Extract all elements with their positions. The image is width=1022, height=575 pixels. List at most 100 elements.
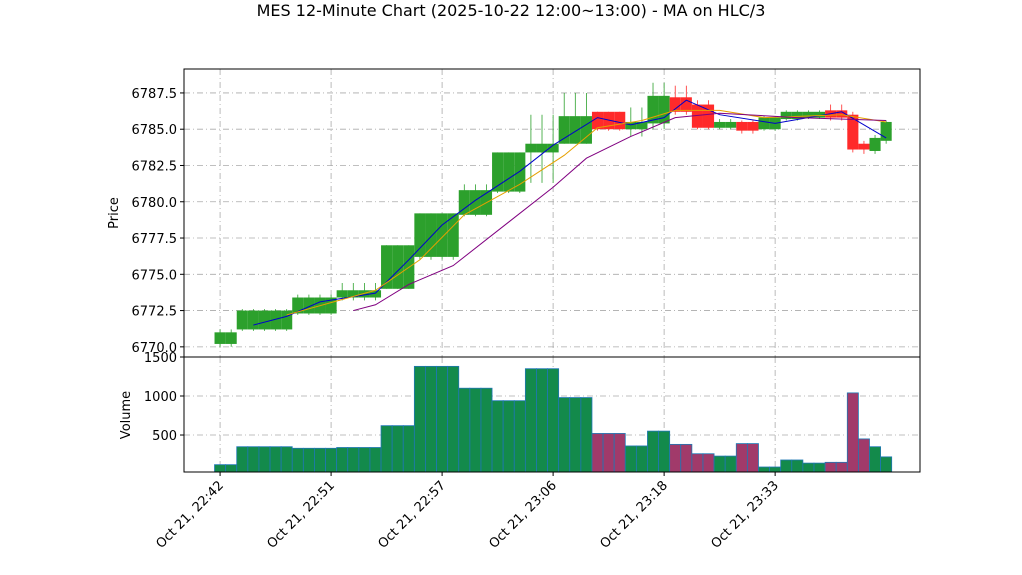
volume-bar [425, 365, 437, 473]
volume-bar [358, 447, 371, 473]
candle-body [236, 310, 248, 330]
volume-bar [769, 466, 782, 473]
volume-axis-label: Volume [119, 391, 134, 439]
volume-bar [813, 462, 826, 473]
ma-line [353, 112, 887, 312]
volume-bar [647, 430, 659, 473]
volume-bar [413, 365, 426, 473]
candle-body [447, 213, 459, 257]
volume-bar [746, 443, 759, 473]
candle-body [436, 213, 448, 257]
candle-body [325, 297, 337, 314]
candle-body [536, 143, 548, 153]
candle-body [680, 97, 692, 112]
candle-body [591, 111, 604, 130]
volume-bar [247, 446, 260, 473]
ma-line [286, 109, 887, 316]
y-tick-label: 6777.5 [132, 232, 178, 247]
volume-bar [536, 368, 548, 473]
volume-bar [325, 447, 338, 473]
candle-body [736, 121, 748, 131]
volume-bar [635, 445, 648, 473]
candle-body [791, 111, 803, 120]
volume-bar [391, 425, 404, 473]
candle-body [636, 121, 648, 130]
volume-bar [824, 461, 837, 473]
volume-bar [336, 447, 349, 473]
candle-body [414, 213, 426, 257]
volume-bar [791, 459, 804, 473]
volume-bar [702, 453, 715, 473]
candle-body [214, 332, 226, 344]
x-tick-label: Oct 21, 22:42 [153, 478, 226, 551]
volume-bar [880, 456, 893, 473]
candle-body [369, 290, 382, 298]
volume-bar [214, 464, 227, 473]
volume-bar [524, 368, 537, 473]
candle-body [714, 121, 726, 128]
candle-body [836, 110, 848, 118]
volume-panel-frame [183, 356, 921, 473]
candle-body [514, 152, 526, 192]
y-tick-label: 1500 [144, 351, 177, 366]
volume-bar [691, 453, 704, 473]
candle-body [747, 121, 759, 131]
y-tick-label: 6775.0 [132, 268, 178, 283]
volume-bar [314, 447, 326, 473]
candle-body [381, 245, 393, 289]
volume-bar [802, 462, 815, 473]
candle-body [292, 297, 304, 314]
volume-bar [735, 443, 748, 473]
candle-body [469, 190, 481, 215]
volume-bar [236, 446, 249, 473]
candle-body [625, 121, 637, 130]
candle-body [558, 116, 570, 144]
candle-body [813, 111, 826, 118]
x-tick-label: Oct 21, 22:57 [375, 478, 448, 551]
ma-line [253, 99, 887, 326]
volume-bar [658, 430, 671, 473]
volume-bar [569, 397, 582, 473]
candle-body [336, 290, 348, 298]
y-tick-label: 6785.0 [132, 123, 178, 138]
volume-bar [225, 464, 238, 473]
volume-bar [602, 433, 615, 473]
y-tick-label: 6770.0 [132, 341, 178, 356]
volume-bar [269, 446, 282, 473]
volume-bar [380, 425, 393, 473]
volume-bar [469, 387, 482, 473]
volume-bar [580, 397, 593, 473]
candle-body [647, 95, 659, 124]
y-tick-label: 6782.5 [132, 159, 178, 174]
candle-body [303, 297, 315, 314]
volume-bar [302, 447, 315, 473]
candle-body [847, 114, 859, 150]
y-tick-label: 6780.0 [132, 196, 178, 211]
volume-bar [291, 447, 304, 473]
candle-body [658, 95, 670, 124]
candle-body [225, 332, 237, 344]
candle-body [858, 143, 870, 150]
volume-bar [835, 461, 848, 473]
y-axis-label: Price [107, 197, 122, 229]
volume-bar [347, 447, 360, 473]
volume-bar [502, 400, 515, 473]
candle-body [547, 143, 559, 153]
candle-body [869, 137, 881, 151]
candle-body [492, 152, 504, 192]
candle-body [669, 97, 681, 112]
volume-bar [280, 446, 293, 473]
candle-body [758, 117, 770, 130]
candle-body [569, 116, 581, 144]
candle-body [247, 310, 259, 330]
candle-body [880, 121, 892, 141]
candle-body [580, 116, 592, 144]
candle-body [503, 152, 515, 192]
volume-bar [558, 397, 571, 473]
volume-bar [713, 455, 726, 473]
volume-bar [369, 447, 382, 473]
volume-bar [547, 368, 560, 473]
volume-bar [869, 446, 881, 473]
